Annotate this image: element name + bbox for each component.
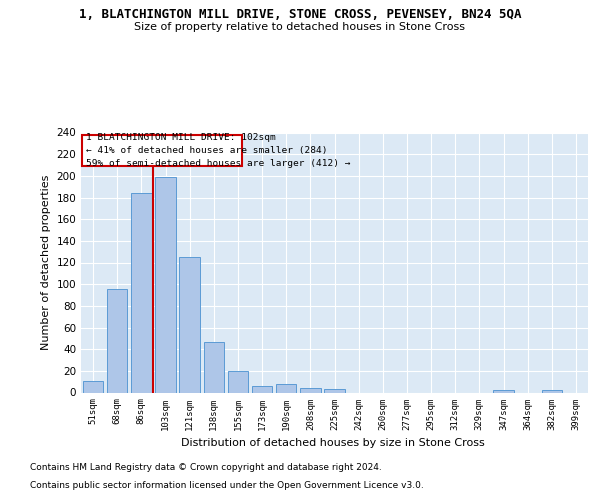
Text: Distribution of detached houses by size in Stone Cross: Distribution of detached houses by size …: [181, 438, 485, 448]
Bar: [203, 342, 224, 392]
Bar: [131, 193, 152, 392]
Bar: [542, 390, 562, 392]
Bar: [252, 386, 272, 392]
Bar: [324, 389, 345, 392]
Bar: [82, 134, 242, 166]
Text: Size of property relative to detached houses in Stone Cross: Size of property relative to detached ho…: [134, 22, 466, 32]
Bar: [300, 388, 320, 392]
Text: 1, BLATCHINGTON MILL DRIVE, STONE CROSS, PEVENSEY, BN24 5QA: 1, BLATCHINGTON MILL DRIVE, STONE CROSS,…: [79, 8, 521, 20]
Bar: [83, 380, 103, 392]
Y-axis label: Number of detached properties: Number of detached properties: [41, 175, 51, 350]
Bar: [179, 257, 200, 392]
Bar: [276, 384, 296, 392]
Bar: [493, 390, 514, 392]
Bar: [107, 288, 127, 393]
Text: Contains public sector information licensed under the Open Government Licence v3: Contains public sector information licen…: [30, 481, 424, 490]
Bar: [155, 177, 176, 392]
Text: Contains HM Land Registry data © Crown copyright and database right 2024.: Contains HM Land Registry data © Crown c…: [30, 464, 382, 472]
Bar: [227, 371, 248, 392]
Text: 1 BLATCHINGTON MILL DRIVE: 102sqm
← 41% of detached houses are smaller (284)
59%: 1 BLATCHINGTON MILL DRIVE: 102sqm ← 41% …: [86, 132, 350, 168]
